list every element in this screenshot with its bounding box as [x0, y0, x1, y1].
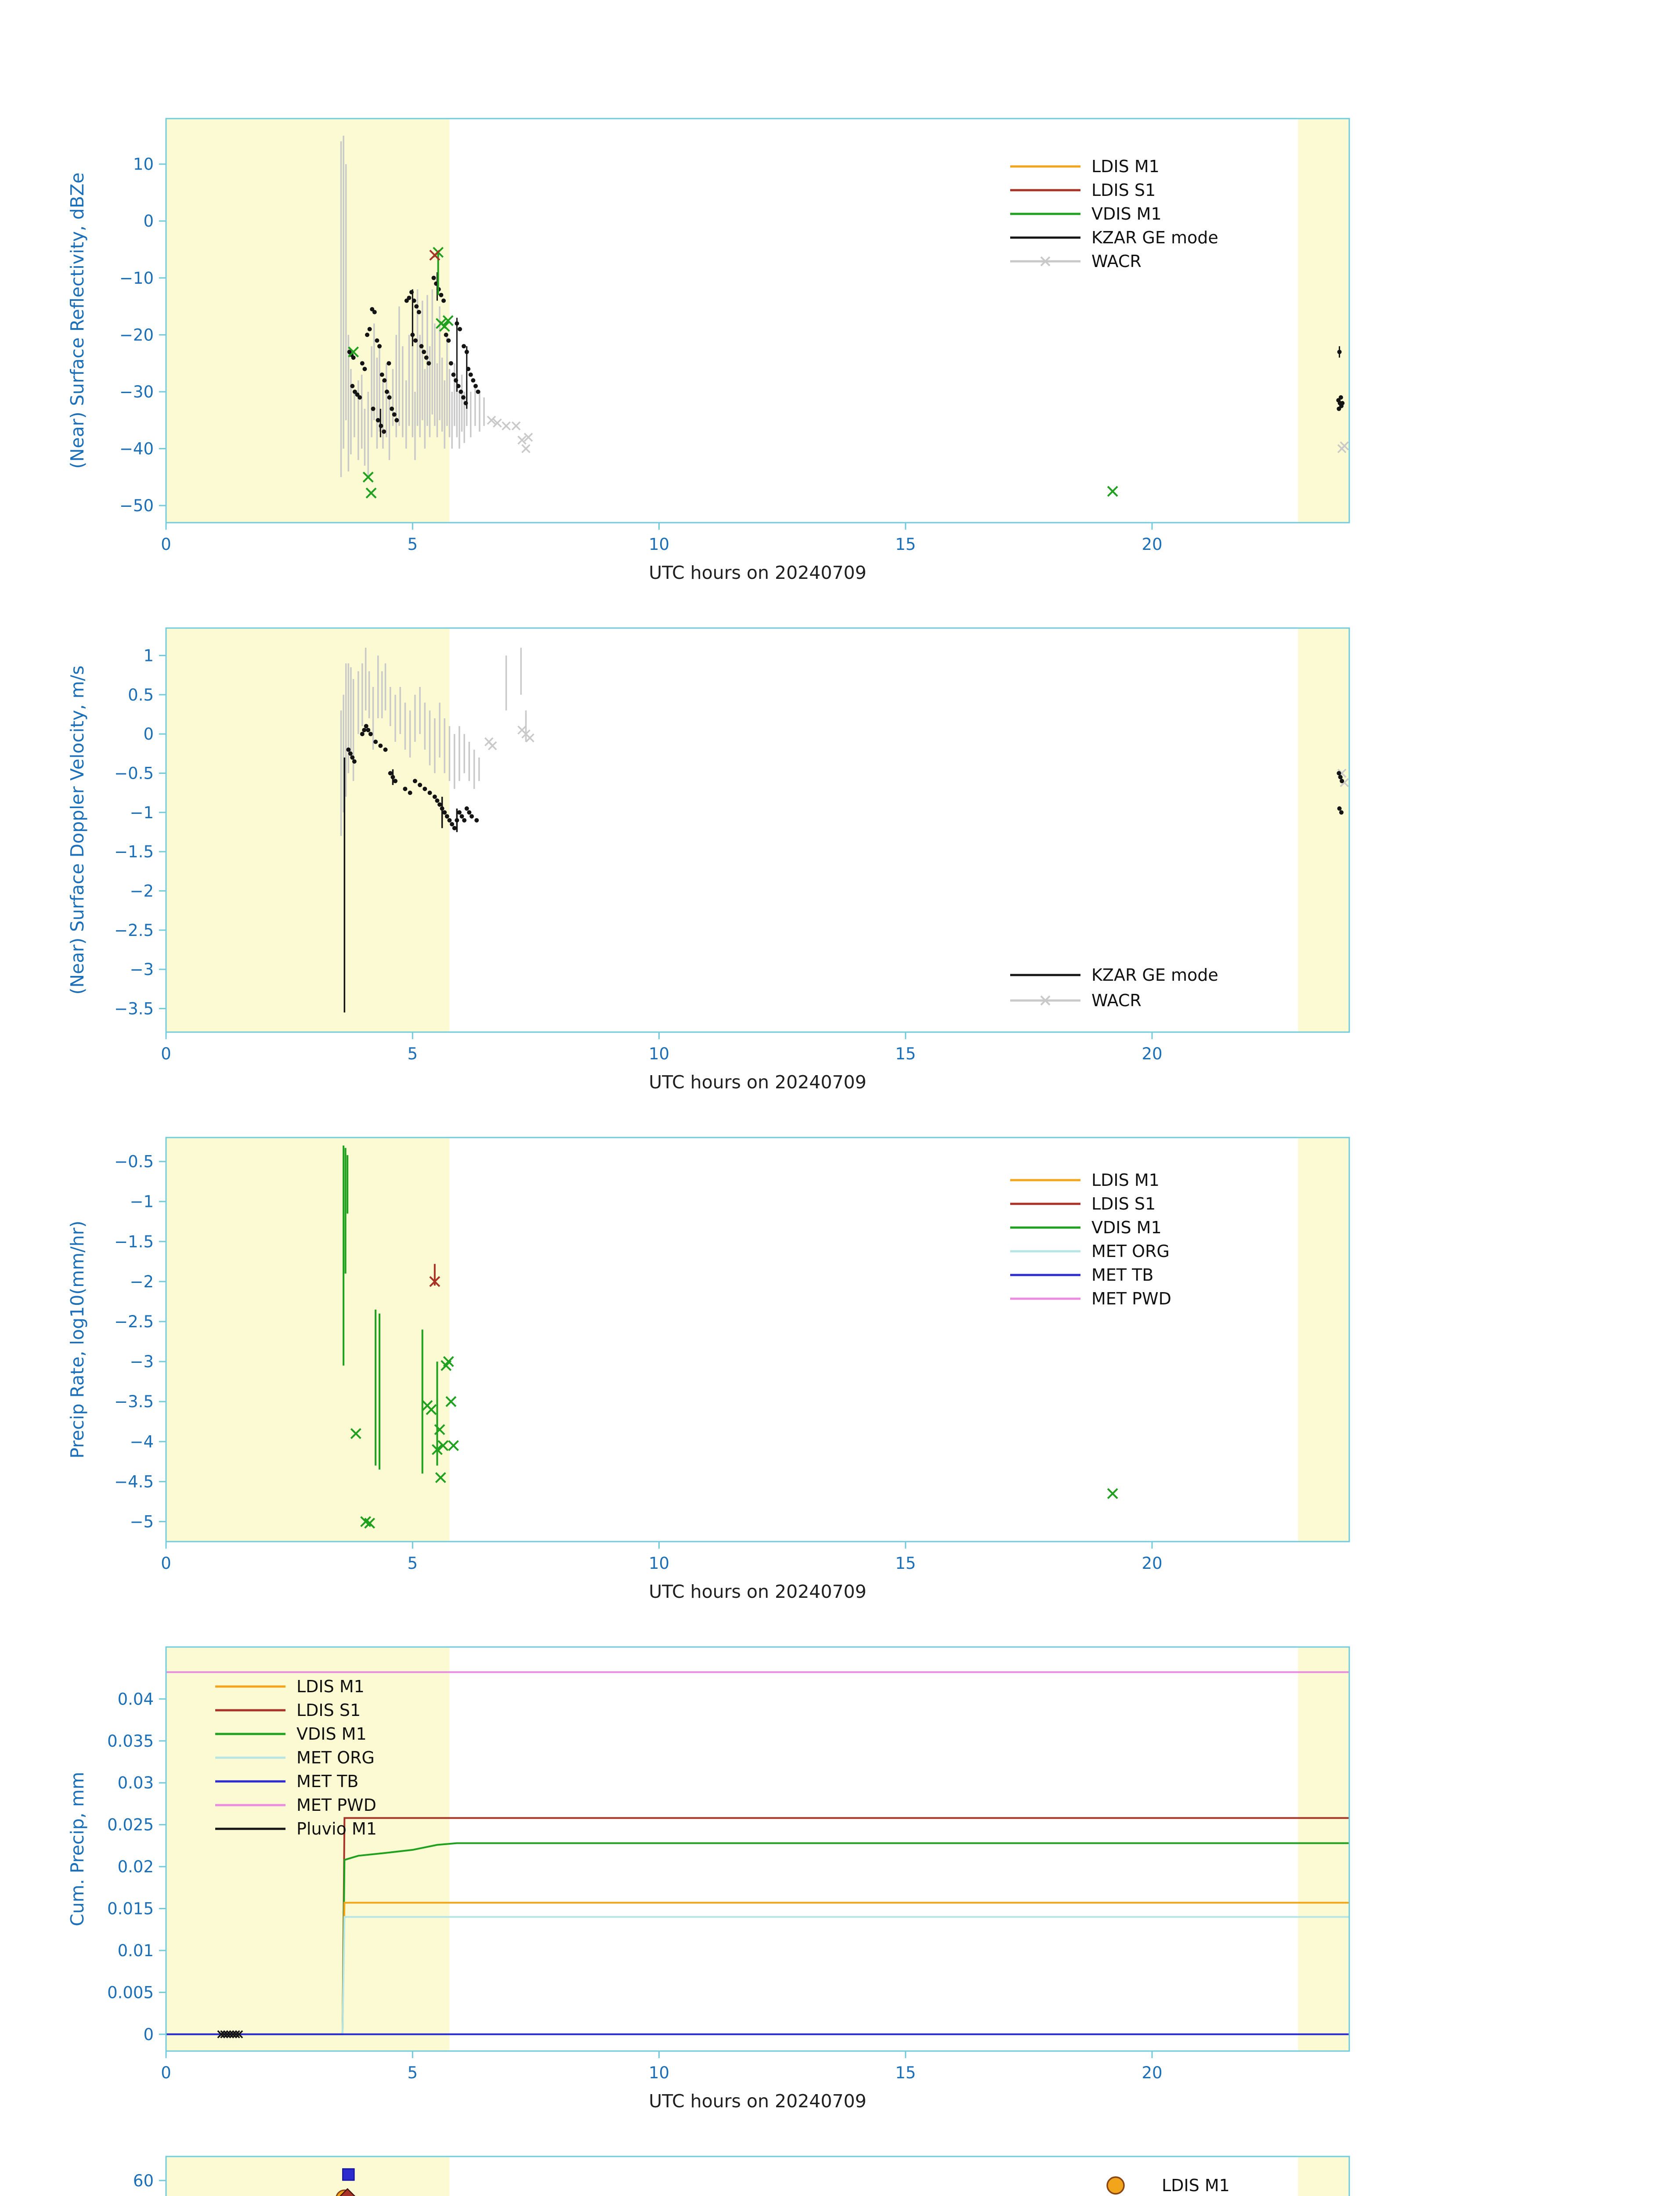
svg-text:UTC hours on 20240709: UTC hours on 20240709	[649, 562, 866, 583]
panel-cumulative-precip: LDIS M1 LDIS S1 VDIS M1 MET ORG MET TB MET PW…	[0, 1603, 1680, 2113]
doppler-velocity-chart: KZAR GE mode WACR 0 5 10 15 20 1 0.5 0 −0.5 −1 −1.5 −…	[67, 627, 1350, 1093]
svg-text:10: 10	[649, 1044, 669, 1063]
svg-text:LDIS S1: LDIS S1	[1091, 181, 1156, 200]
svg-text:0: 0	[143, 2025, 154, 2044]
svg-text:5: 5	[408, 535, 418, 554]
svg-text:−50: −50	[119, 496, 154, 515]
svg-text:(Near) Surface Doppler Velocit: (Near) Surface Doppler Velocity, m/s	[67, 665, 88, 994]
svg-text:−1.5: −1.5	[114, 1232, 154, 1251]
svg-text:−10: −10	[119, 269, 154, 288]
svg-text:10: 10	[649, 2063, 669, 2082]
svg-text:0.035: 0.035	[107, 1732, 154, 1751]
svg-text:−0.5: −0.5	[114, 764, 154, 783]
svg-text:UTC hours on 20240709: UTC hours on 20240709	[649, 1072, 866, 1093]
svg-text:LDIS M1: LDIS M1	[296, 1677, 365, 1696]
svg-text:MET ORG: MET ORG	[296, 1748, 375, 1767]
svg-text:0: 0	[161, 1044, 171, 1063]
svg-text:LDIS S1: LDIS S1	[296, 1701, 361, 1720]
svg-text:−1: −1	[130, 1192, 154, 1211]
svg-text:0.015: 0.015	[107, 1900, 154, 1918]
svg-text:5: 5	[408, 1554, 418, 1573]
svg-text:MET PWD: MET PWD	[1091, 1289, 1171, 1308]
svg-text:−1: −1	[130, 803, 154, 822]
svg-text:60: 60	[133, 2171, 154, 2190]
svg-text:15: 15	[895, 1554, 916, 1573]
svg-text:10: 10	[649, 1554, 669, 1573]
svg-text:KZAR GE mode: KZAR GE mode	[1091, 228, 1218, 247]
svg-text:0: 0	[143, 725, 154, 744]
svg-text:−5: −5	[130, 1513, 154, 1531]
svg-text:0.02: 0.02	[118, 1857, 154, 1876]
svg-text:−30: −30	[119, 383, 154, 401]
svg-text:0.005: 0.005	[107, 1983, 154, 2002]
svg-text:VDIS M1: VDIS M1	[1091, 1218, 1162, 1237]
svg-text:MET TB: MET TB	[1091, 1265, 1153, 1285]
svg-text:0: 0	[143, 212, 154, 231]
svg-text:20: 20	[1142, 1044, 1162, 1063]
svg-text:−0.5: −0.5	[114, 1152, 154, 1171]
svg-text:WACR: WACR	[1091, 252, 1142, 271]
svg-text:Cum. Precip, mm: Cum. Precip, mm	[67, 1772, 88, 1926]
svg-text:WACR: WACR	[1091, 991, 1142, 1010]
svg-text:UTC hours on 20240709: UTC hours on 20240709	[649, 2091, 866, 2112]
svg-text:−3: −3	[130, 1352, 154, 1371]
svg-text:VDIS M1: VDIS M1	[1091, 204, 1162, 224]
svg-text:VDIS M1: VDIS M1	[296, 1724, 367, 1744]
svg-text:MET TB: MET TB	[296, 1772, 358, 1791]
svg-text:−3: −3	[130, 960, 154, 979]
svg-text:−40: −40	[119, 440, 154, 459]
svg-text:LDIS M1: LDIS M1	[1091, 1170, 1160, 1190]
svg-text:0: 0	[161, 2063, 171, 2082]
svg-text:MET PWD: MET PWD	[296, 1795, 376, 1815]
svg-text:20: 20	[1142, 1554, 1162, 1573]
svg-text:1: 1	[143, 647, 154, 665]
svg-text:0.04: 0.04	[118, 1690, 154, 1708]
svg-text:KZAR GE mode: KZAR GE mode	[1091, 965, 1218, 985]
svg-text:LDIS S1: LDIS S1	[1091, 1194, 1156, 1214]
svg-text:−4.5: −4.5	[114, 1472, 154, 1491]
svg-text:0: 0	[161, 535, 171, 554]
svg-text:0.03: 0.03	[118, 1773, 154, 1792]
svg-text:0.025: 0.025	[107, 1816, 154, 1835]
panel-doppler-velocity: KZAR GE mode WACR 0 5 10 15 20 1 0.5 0 −0.5 −1 −1.5 −…	[0, 584, 1680, 1094]
svg-text:−2.5: −2.5	[114, 921, 154, 940]
panel-surface-reflectivity: LDIS M1 LDIS S1 VDIS M1 KZAR GE mode WACR 0 5 1…	[0, 75, 1680, 584]
svg-text:Pluvio M1: Pluvio M1	[296, 1819, 377, 1838]
svg-text:5: 5	[408, 1044, 418, 1063]
svg-text:20: 20	[1142, 2063, 1162, 2082]
svg-text:−3.5: −3.5	[114, 999, 154, 1018]
svg-text:Precip Rate, log10(mm/hr): Precip Rate, log10(mm/hr)	[67, 1221, 88, 1458]
svg-text:15: 15	[895, 1044, 916, 1063]
svg-text:20: 20	[1142, 535, 1162, 554]
panel-precip-rate: LDIS M1 LDIS S1 VDIS M1 MET ORG MET TB MET PW…	[0, 1094, 1680, 1603]
svg-text:LDIS M1: LDIS M1	[1091, 157, 1160, 176]
svg-text:15: 15	[895, 535, 916, 554]
svg-text:LDIS M1: LDIS M1	[1162, 2176, 1230, 2195]
surface-reflectivity-chart: LDIS M1 LDIS S1 VDIS M1 KZAR GE mode WACR 0 5 1…	[67, 118, 1350, 583]
svg-text:0.5: 0.5	[128, 686, 154, 704]
svg-text:15: 15	[895, 2063, 916, 2082]
svg-text:5: 5	[408, 2063, 418, 2082]
svg-text:10: 10	[649, 535, 669, 554]
svg-text:MET ORG: MET ORG	[1091, 1242, 1170, 1261]
svg-text:0: 0	[161, 1554, 171, 1573]
svg-text:−2: −2	[130, 881, 154, 900]
cumulative-precip-chart: LDIS M1 LDIS S1 VDIS M1 MET ORG MET TB MET PW…	[67, 1646, 1350, 2112]
svg-text:−1.5: −1.5	[114, 842, 154, 861]
svg-text:−2: −2	[130, 1272, 154, 1291]
svg-text:(Near) Surface Reflectivity, d: (Near) Surface Reflectivity, dBZe	[67, 173, 88, 469]
svg-text:−3.5: −3.5	[114, 1392, 154, 1411]
svg-text:−2.5: −2.5	[114, 1312, 154, 1331]
svg-text:UTC hours on 20240709: UTC hours on 20240709	[649, 1581, 866, 1602]
precip-rate-chart: LDIS M1 LDIS S1 VDIS M1 MET ORG MET TB MET PW…	[67, 1137, 1350, 1602]
svg-text:−4: −4	[130, 1432, 154, 1451]
svg-text:−20: −20	[119, 325, 154, 344]
svg-text:10: 10	[133, 155, 154, 174]
svg-text:0.01: 0.01	[118, 1941, 154, 1960]
